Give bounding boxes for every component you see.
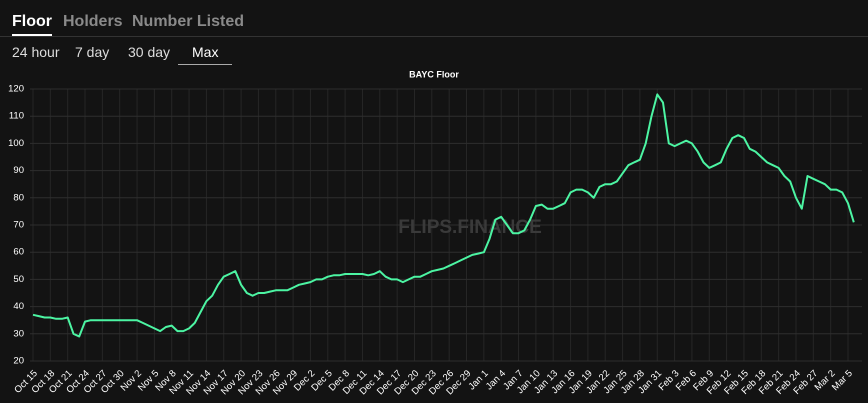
y-tick-label: 50 bbox=[13, 274, 24, 285]
tab[interactable]: Number Listed bbox=[132, 13, 245, 30]
line bbox=[32, 93, 855, 338]
range-button[interactable]: 7 day bbox=[75, 44, 110, 60]
chart-title: BAYC Floor bbox=[409, 69, 459, 79]
x-tick-label: Mar 5 bbox=[830, 368, 855, 393]
y-tick-label: 120 bbox=[8, 84, 24, 95]
y-tick-label: 70 bbox=[13, 220, 24, 231]
watermark: FLIPS.FINANCE bbox=[398, 217, 542, 238]
y-tick-label: 40 bbox=[13, 301, 24, 312]
tab-bar: Floor Holders Number Listed bbox=[0, 0, 868, 37]
y-tick-label: 80 bbox=[13, 192, 24, 203]
tab[interactable]: Holders bbox=[63, 13, 123, 30]
y-tick-label: 100 bbox=[8, 138, 24, 149]
y-tick-label: 20 bbox=[13, 356, 24, 367]
y-tick-label: 30 bbox=[13, 328, 24, 339]
range-button[interactable]: 24 hour bbox=[12, 44, 60, 60]
tab[interactable]: Floor bbox=[12, 13, 52, 36]
y-tick-label: 90 bbox=[13, 165, 24, 176]
y-tick-label: 110 bbox=[9, 111, 24, 122]
range-button[interactable]: Max bbox=[178, 44, 233, 65]
y-tick-label: 60 bbox=[13, 247, 24, 258]
range-button[interactable]: 30 day bbox=[128, 44, 171, 60]
